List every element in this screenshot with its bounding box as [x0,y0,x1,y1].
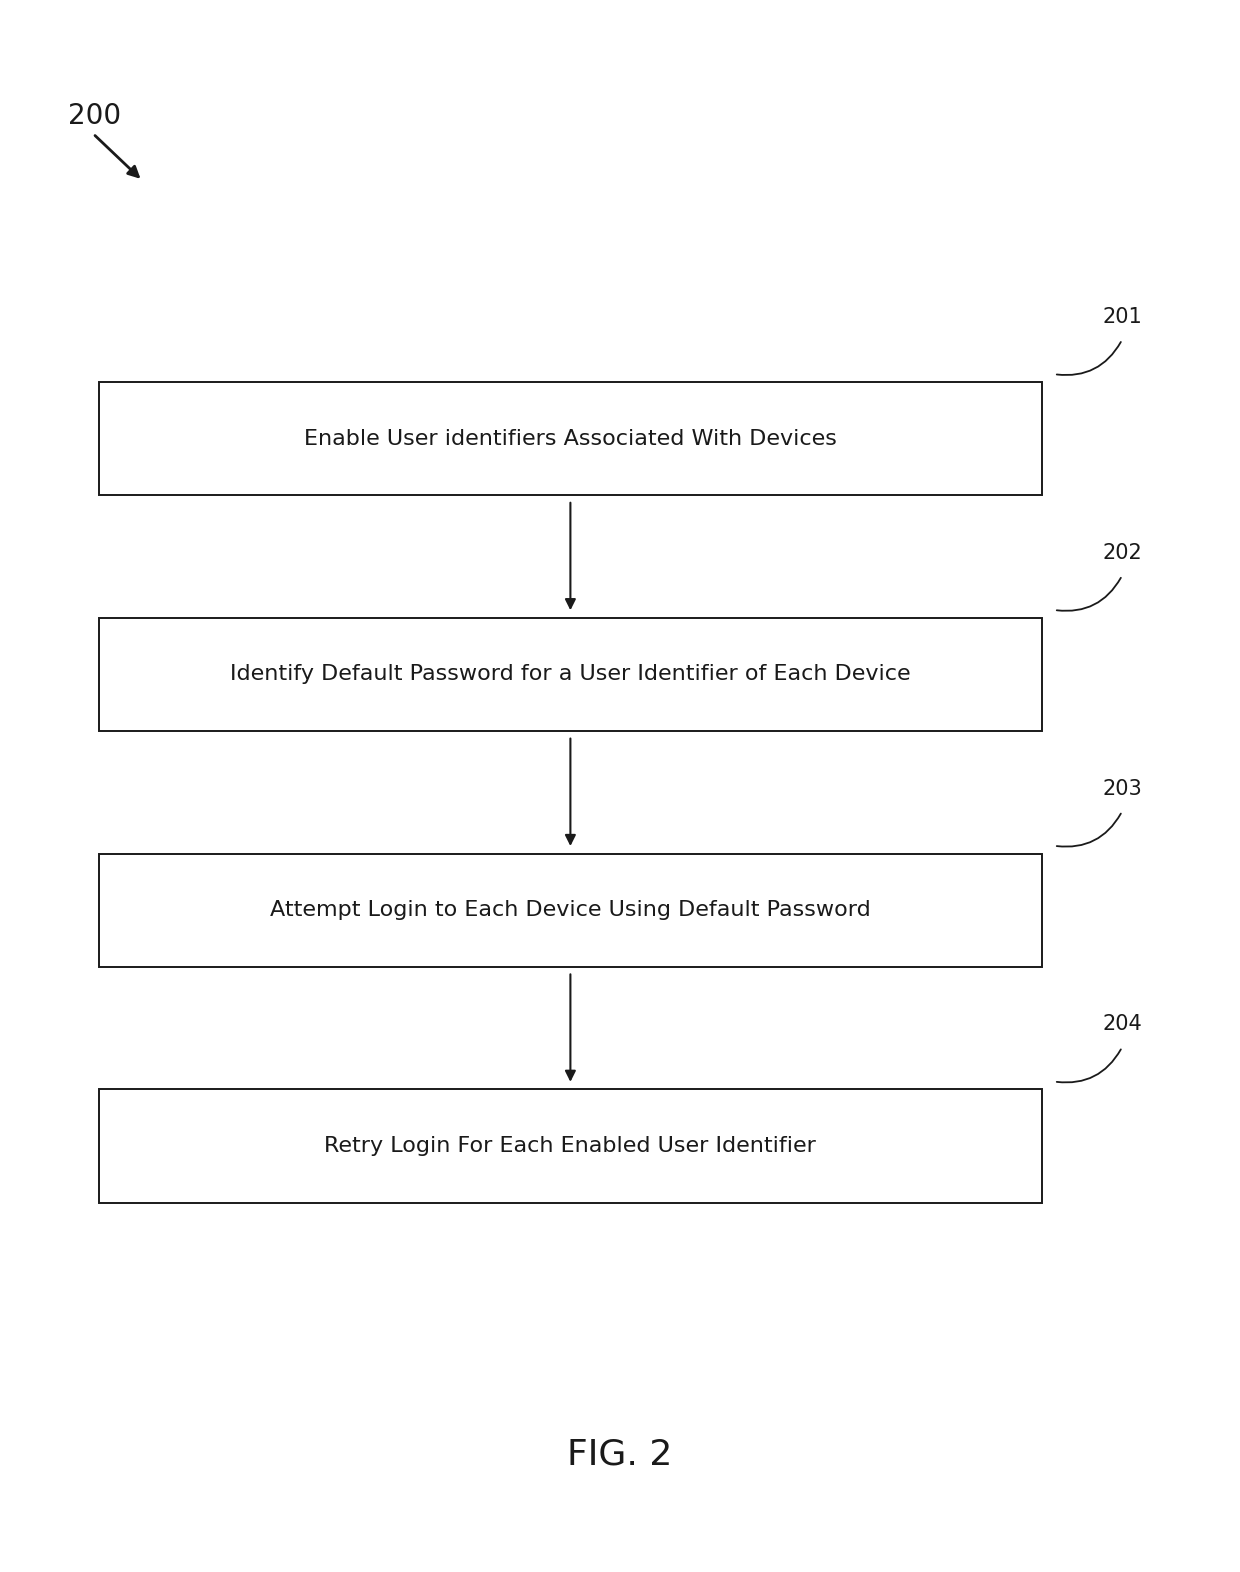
Text: 204: 204 [1102,1014,1142,1034]
Text: 203: 203 [1102,778,1142,799]
Text: Retry Login For Each Enabled User Identifier: Retry Login For Each Enabled User Identi… [325,1137,816,1155]
Text: 202: 202 [1102,542,1142,563]
Text: Enable User identifiers Associated With Devices: Enable User identifiers Associated With … [304,429,837,448]
Bar [99,854,1042,967]
Text: Attempt Login to Each Device Using Default Password: Attempt Login to Each Device Using Defau… [270,901,870,920]
Text: 200: 200 [68,102,122,130]
Bar [99,382,1042,495]
Text: Identify Default Password for a User Identifier of Each Device: Identify Default Password for a User Ide… [231,665,910,684]
Text: 201: 201 [1102,307,1142,327]
Bar [99,1089,1042,1203]
Bar [99,618,1042,731]
Text: FIG. 2: FIG. 2 [568,1437,672,1471]
